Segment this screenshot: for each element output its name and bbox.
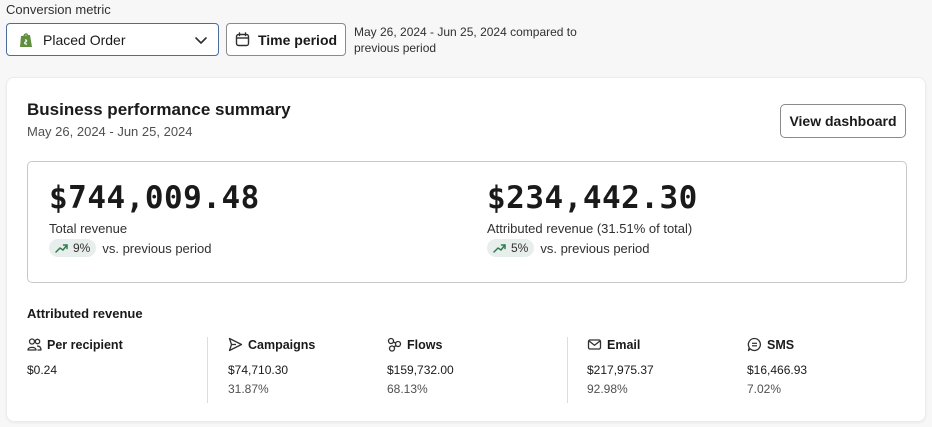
column-value: $74,710.30 [228, 363, 289, 377]
conversion-metric-label: Conversion metric [6, 2, 111, 17]
column-title: Per recipient [47, 337, 123, 352]
column-title: Campaigns [248, 337, 316, 352]
flows-icon [387, 337, 402, 352]
attributed-revenue-heading: Attributed revenue [27, 306, 143, 321]
attributed-revenue-trend: 5% vs. previous period [487, 239, 698, 257]
card-title: Business performance summary [27, 100, 291, 119]
trend-badge: 5% [487, 239, 535, 257]
total-revenue-label: Total revenue [49, 221, 128, 236]
campaigns-column: Campaigns $74,710.30 31.87% [228, 337, 315, 403]
column-value: $159,732.00 [387, 363, 454, 377]
column-title: SMS [767, 337, 795, 352]
people-icon [27, 337, 42, 352]
sms-icon [747, 337, 762, 352]
mail-icon [587, 337, 602, 352]
card-date-range: May 26, 2024 - Jun 25, 2024 [27, 124, 193, 139]
column-divider [567, 337, 568, 403]
column-percent: 92.98% [587, 382, 628, 396]
column-percent: 68.13% [387, 382, 428, 396]
attributed-revenue-label: Attributed revenue (31.51% of total) [487, 221, 693, 236]
column-value: $217,975.37 [587, 363, 654, 377]
per-recipient-column: Per recipient $0.24 [27, 337, 123, 403]
column-value: $16,466.93 [747, 363, 808, 377]
column-divider [207, 337, 208, 403]
email-column: Email $217,975.37 92.98% [587, 337, 654, 403]
chevron-down-icon [194, 33, 208, 47]
attributed-revenue-metric: $234,442.30 Attributed revenue (31.51% o… [487, 180, 698, 257]
column-percent: 7.02% [747, 382, 782, 396]
total-revenue-value: $744,009.48 [49, 180, 260, 216]
column-title: Email [607, 337, 641, 352]
comparison-date-note: May 26, 2024 - Jun 25, 2024 compared to … [354, 25, 577, 55]
conversion-metric-value: Placed Order [43, 31, 126, 48]
trend-text: vs. previous period [540, 240, 650, 256]
column-title: Flows [407, 337, 443, 352]
sms-column: SMS $16,466.93 7.02% [747, 337, 807, 403]
column-percent: 31.87% [228, 382, 269, 396]
send-icon [228, 337, 243, 352]
flows-column: Flows $159,732.00 68.13% [387, 337, 454, 403]
attributed-revenue-value: $234,442.30 [487, 180, 698, 216]
trend-badge: 9% [49, 239, 97, 257]
trend-up-icon [55, 242, 69, 254]
trend-percent: 9% [73, 241, 91, 255]
total-revenue-trend: 9% vs. previous period [49, 239, 260, 257]
view-dashboard-button[interactable]: View dashboard [780, 104, 906, 138]
shopify-bag-icon [19, 32, 33, 48]
trend-text: vs. previous period [102, 240, 212, 256]
conversion-metric-select[interactable]: Placed Order [6, 23, 219, 56]
trend-up-icon [493, 242, 507, 254]
trend-percent: 5% [511, 241, 529, 255]
calendar-icon [235, 32, 250, 47]
time-period-button[interactable]: Time period [226, 23, 346, 56]
column-value: $0.24 [27, 363, 58, 377]
business-performance-card: Business performance summary May 26, 202… [6, 77, 926, 422]
time-period-label: Time period [257, 31, 338, 48]
total-revenue-metric: $744,009.48 Total revenue 9% vs. previou… [49, 180, 260, 257]
revenue-totals-panel: $744,009.48 Total revenue 9% vs. previou… [27, 161, 907, 283]
